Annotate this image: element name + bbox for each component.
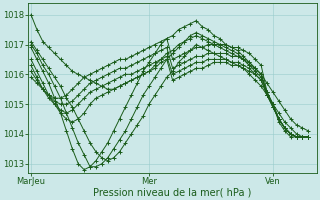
X-axis label: Pression niveau de la mer( hPa ): Pression niveau de la mer( hPa ) bbox=[93, 187, 252, 197]
